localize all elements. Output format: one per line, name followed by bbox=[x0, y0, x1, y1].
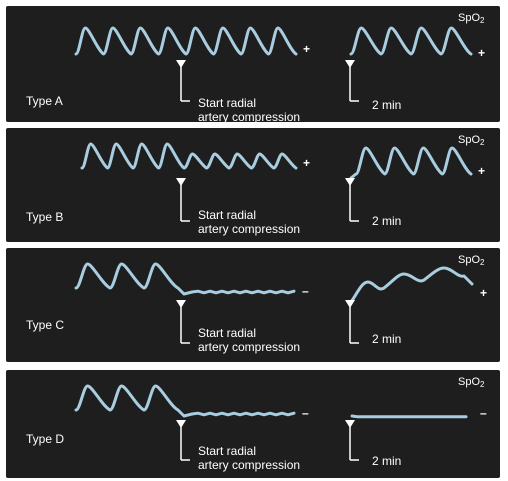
panel-type-b: SpO2 + + Type B Start radial artery compr… bbox=[6, 128, 500, 242]
waveform-after bbox=[349, 26, 473, 56]
compression-sign: + bbox=[303, 156, 311, 170]
type-label: Type D bbox=[26, 432, 65, 446]
type-label: Type A bbox=[26, 94, 63, 108]
two-min-label: 2 min bbox=[372, 332, 402, 346]
waveform-before bbox=[74, 384, 296, 418]
two-min-label: 2 min bbox=[372, 454, 402, 468]
after-sign: + bbox=[478, 46, 486, 60]
panel-type-a: SpO2 + + Type A Start radial artery compr… bbox=[6, 6, 500, 122]
start-compression-label: Start radial artery compression bbox=[198, 326, 301, 354]
after-sign: + bbox=[480, 286, 488, 300]
type-label: Type C bbox=[26, 318, 65, 332]
after-sign: – bbox=[480, 406, 487, 420]
panel-type-c: SpO2 – + Type C Start radial artery compr… bbox=[6, 248, 500, 362]
spo2-label: SpO2 bbox=[458, 12, 485, 25]
compression-marker bbox=[176, 60, 190, 102]
after-sign: + bbox=[478, 164, 486, 178]
compression-marker bbox=[176, 178, 190, 222]
compression-sign: – bbox=[302, 284, 309, 298]
two-min-label: 2 min bbox=[372, 214, 402, 228]
waveform-type-d bbox=[74, 384, 468, 461]
spo2-label: SpO2 bbox=[458, 134, 485, 147]
compression-sign: + bbox=[303, 42, 311, 56]
two-min-marker bbox=[345, 60, 359, 102]
panel-type-d: SpO2 – – Type D Start radial artery compr… bbox=[6, 370, 500, 478]
compression-marker bbox=[176, 300, 190, 344]
waveform-after bbox=[350, 414, 468, 419]
two-min-marker bbox=[345, 420, 359, 461]
waveform-type-a bbox=[74, 26, 473, 102]
compression-sign: – bbox=[302, 406, 309, 420]
start-compression-label: Start radial artery compression bbox=[198, 444, 301, 472]
waveform-after bbox=[349, 146, 473, 180]
compression-marker bbox=[176, 420, 190, 461]
two-min-label: 2 min bbox=[372, 98, 402, 112]
waveform-after bbox=[349, 266, 474, 304]
waveform-before bbox=[74, 26, 298, 56]
start-compression-label: Start radial artery compression bbox=[198, 208, 301, 236]
type-label: Type B bbox=[26, 210, 64, 224]
waveform-before bbox=[74, 262, 296, 296]
waveform-type-b bbox=[80, 142, 473, 222]
waveform-type-c bbox=[74, 262, 474, 344]
spo2-label: SpO2 bbox=[458, 376, 485, 389]
waveform-before bbox=[80, 142, 298, 170]
start-compression-label: Start radial artery compression bbox=[198, 96, 301, 122]
spo2-label: SpO2 bbox=[458, 254, 485, 267]
two-min-marker bbox=[345, 178, 359, 222]
two-min-marker bbox=[345, 300, 359, 344]
